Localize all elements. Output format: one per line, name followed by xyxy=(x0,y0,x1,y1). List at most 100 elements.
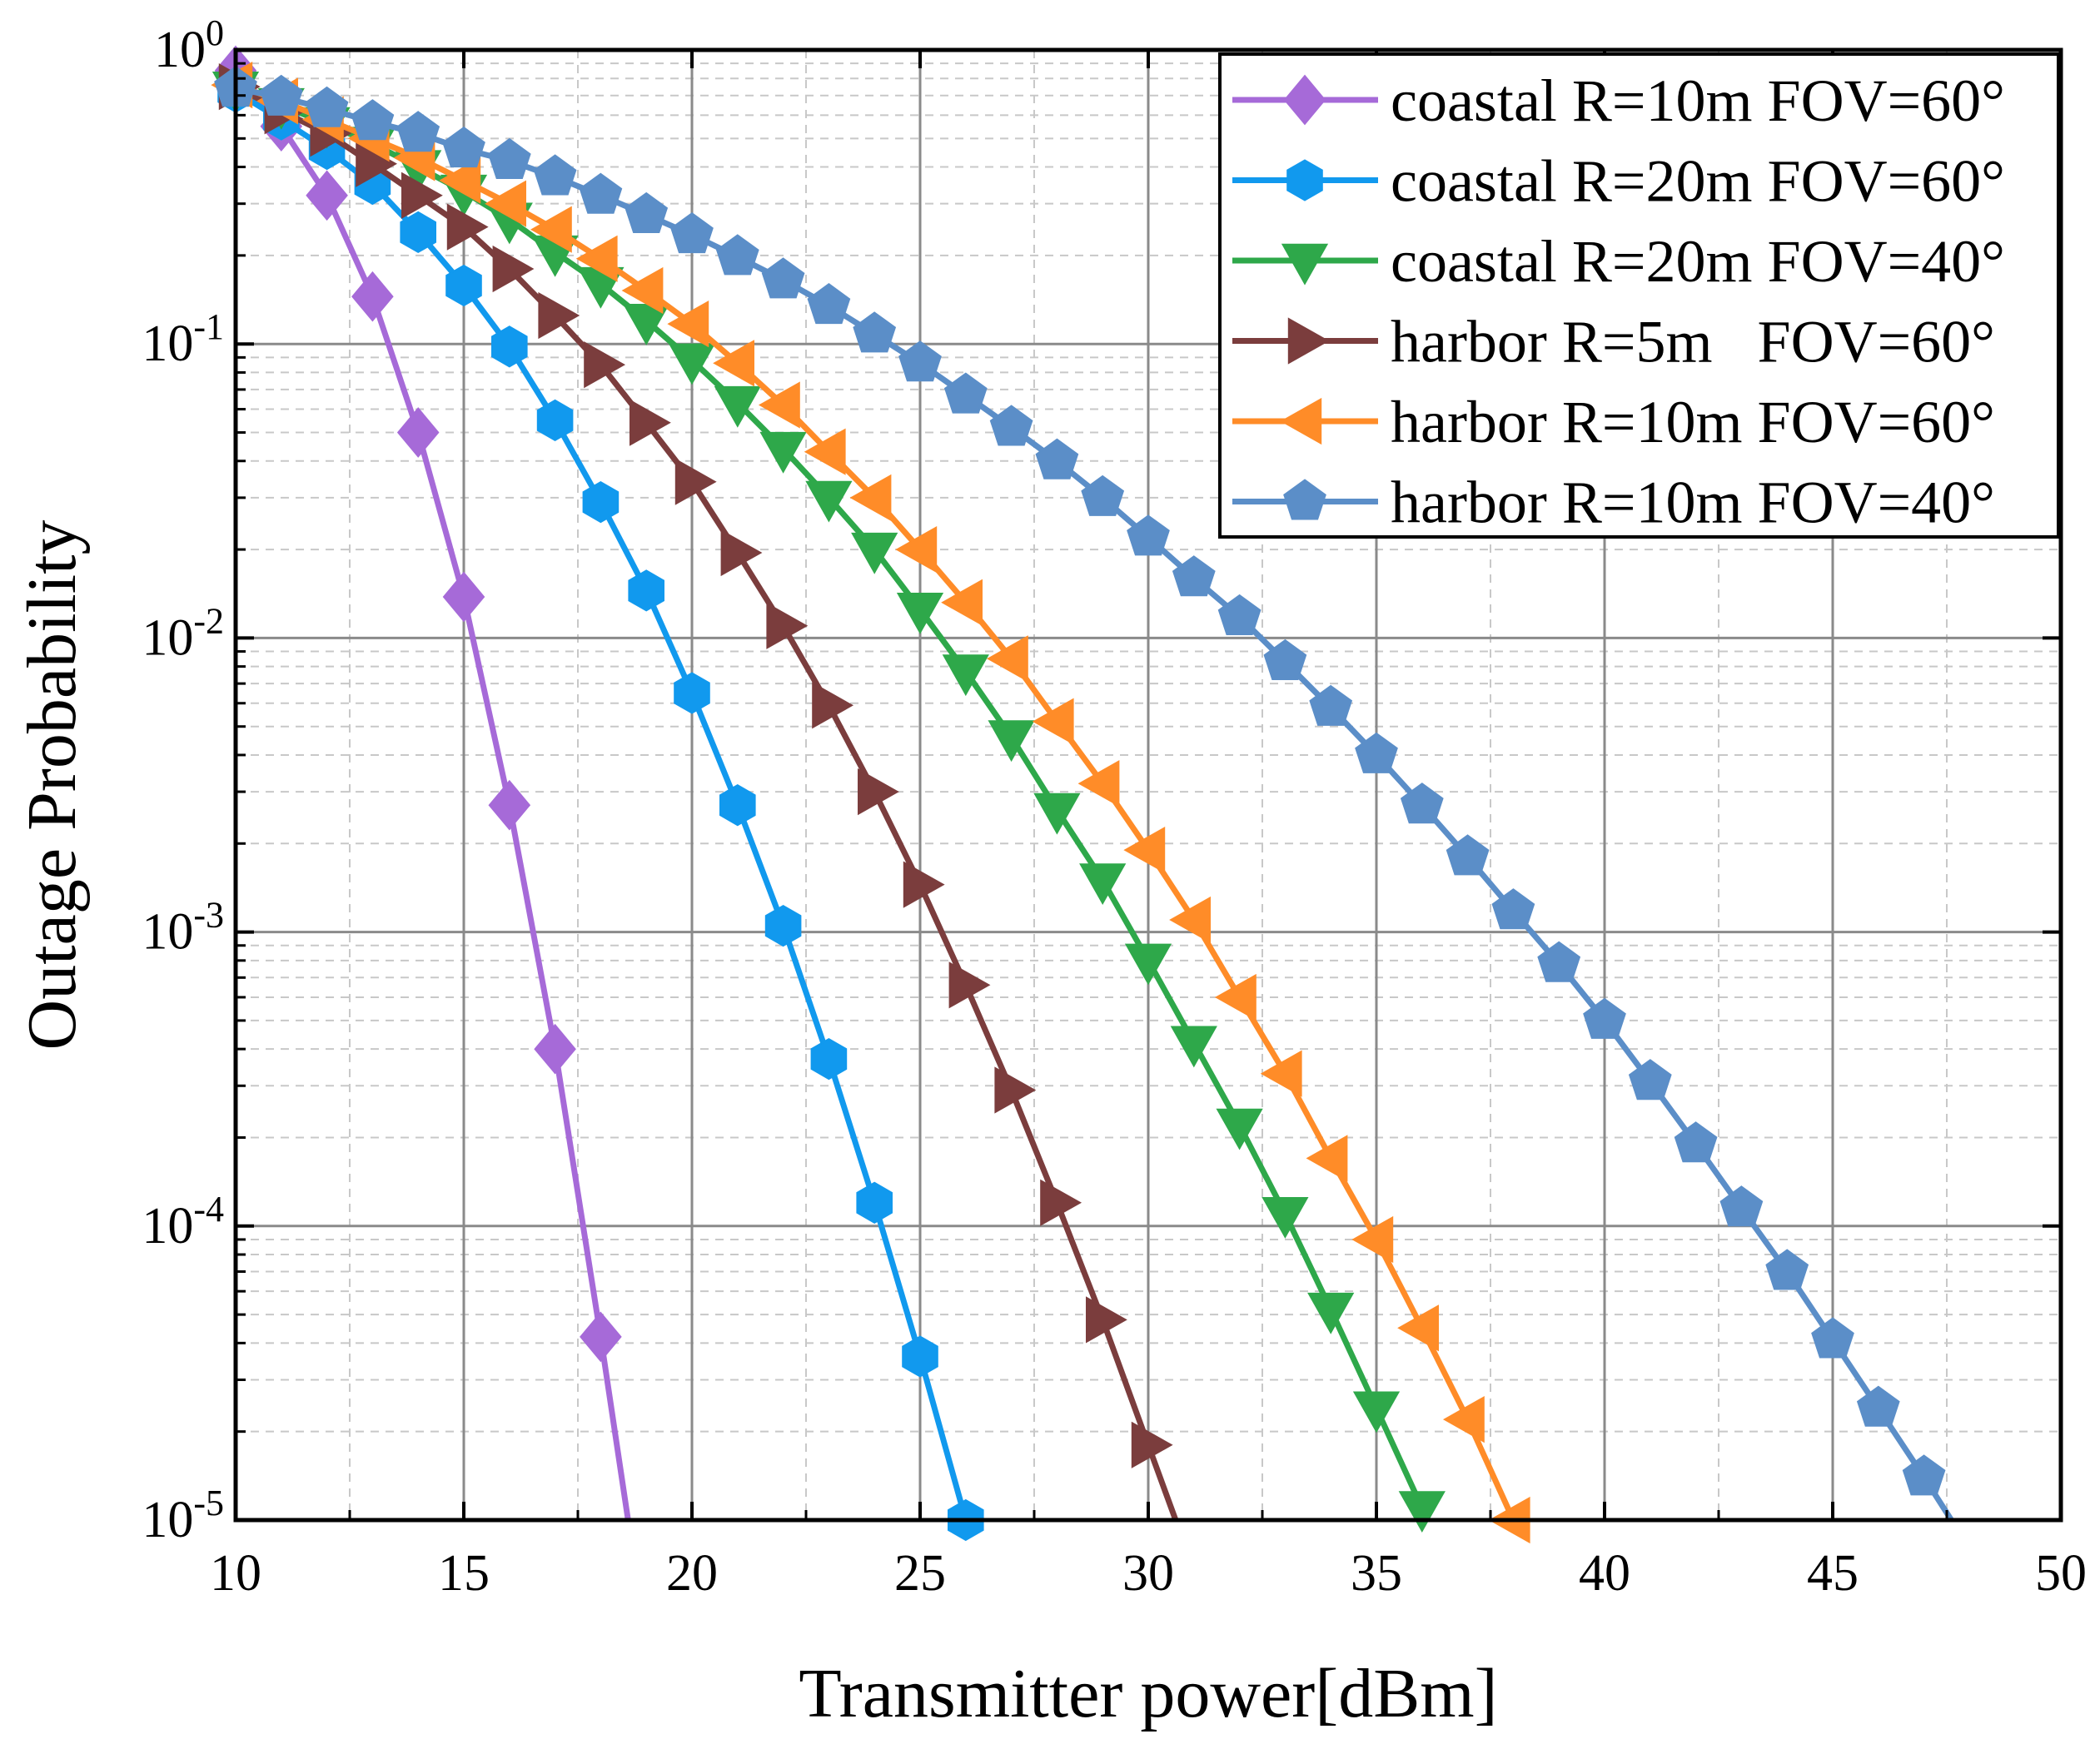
y-tick-label-exponent: -2 xyxy=(193,600,224,641)
data-point xyxy=(758,381,800,429)
x-tick-label: 20 xyxy=(666,1545,718,1602)
data-point xyxy=(1400,783,1444,824)
data-point xyxy=(1170,1026,1217,1068)
data-point xyxy=(625,191,669,233)
data-point xyxy=(988,720,1035,763)
data-point xyxy=(1127,514,1170,556)
series-line xyxy=(233,68,631,1521)
data-point xyxy=(584,340,626,389)
data-point xyxy=(1902,1454,1946,1496)
data-point xyxy=(439,157,481,204)
legend-label: coastal R=20m FOV=60° xyxy=(1391,148,2005,215)
data-point xyxy=(1352,1391,1401,1433)
data-point xyxy=(719,784,756,827)
data-point xyxy=(1398,1491,1446,1533)
data-point xyxy=(670,211,714,254)
data-point xyxy=(804,428,846,475)
data-point xyxy=(668,343,716,385)
y-tick-label: 10-1 xyxy=(142,306,224,372)
y-tick-label: 10-3 xyxy=(142,895,224,961)
data-point xyxy=(764,904,802,947)
x-axis-title: Transmitter power[dBm] xyxy=(799,1655,1497,1732)
x-tick-label: 25 xyxy=(894,1545,946,1602)
legend-marker xyxy=(1283,479,1326,520)
x-tick-label: 35 xyxy=(1351,1545,1402,1602)
legend-label: harbor R=5m FOV=60° xyxy=(1391,309,1995,375)
data-point xyxy=(579,172,623,214)
data-point xyxy=(1856,1385,1900,1427)
legend-marker xyxy=(1280,397,1322,445)
data-point xyxy=(487,137,531,179)
legend-label: harbor R=10m FOV=60° xyxy=(1391,389,1995,455)
series-5 xyxy=(211,61,1530,1544)
data-point xyxy=(1263,638,1307,680)
data-point xyxy=(623,304,670,345)
y-tick-label-base: 10 xyxy=(142,904,193,961)
data-point xyxy=(491,325,528,368)
legend-box xyxy=(1218,52,2060,539)
data-point xyxy=(1123,826,1166,874)
y-tick-label-exponent: -1 xyxy=(193,306,224,347)
data-point xyxy=(1214,973,1257,1021)
data-point xyxy=(1719,1185,1764,1227)
data-point xyxy=(1442,1395,1485,1443)
data-point xyxy=(1811,1317,1854,1359)
x-tick-label: 10 xyxy=(210,1545,261,1602)
data-point xyxy=(674,458,717,505)
data-point xyxy=(720,529,763,577)
x-tick-label: 30 xyxy=(1122,1545,1174,1602)
data-point xyxy=(667,300,709,348)
data-point xyxy=(575,235,618,282)
axis-tick-labels: 10 15 20 25 30 35 40 45 5010010-110-210-310-410-… xyxy=(142,12,2087,1602)
legend-item: coastal R=20m FOV=60° xyxy=(1232,148,2005,215)
series-layer xyxy=(211,45,1954,1544)
data-point xyxy=(994,1066,1037,1114)
data-point xyxy=(903,861,945,908)
data-point xyxy=(853,311,897,353)
data-point xyxy=(351,271,394,322)
data-point xyxy=(1081,474,1125,516)
data-point xyxy=(715,234,759,276)
y-tick-label-base: 10 xyxy=(142,1492,193,1548)
data-point xyxy=(1306,1135,1348,1182)
data-point xyxy=(351,99,395,141)
y-tick-label-base: 10 xyxy=(142,609,193,666)
data-point xyxy=(492,245,535,293)
data-point xyxy=(856,1181,893,1224)
data-point xyxy=(396,407,440,458)
data-point xyxy=(1086,1296,1127,1344)
data-point xyxy=(759,431,807,474)
data-point xyxy=(628,569,664,612)
series-6 xyxy=(214,66,1954,1522)
legend-item: coastal R=10m FOV=60° xyxy=(1232,67,2005,134)
axis-ticks xyxy=(234,48,2063,1522)
data-point xyxy=(1765,1249,1809,1290)
data-point xyxy=(580,1311,622,1363)
y-axis-title: Outage Probability xyxy=(13,520,91,1051)
data-point xyxy=(989,405,1033,446)
data-point xyxy=(530,206,572,253)
y-tick-label: 10-5 xyxy=(142,1483,224,1548)
legend-item: harbor R=10m FOV=60° xyxy=(1232,389,1995,455)
data-point xyxy=(896,593,944,634)
legend-marker xyxy=(1281,243,1329,286)
data-point xyxy=(621,266,664,315)
data-point xyxy=(445,264,482,307)
data-point xyxy=(1033,792,1081,835)
y-tick-label: 10-4 xyxy=(142,1189,224,1255)
legend-label: harbor R=10m FOV=40° xyxy=(1391,470,1995,536)
data-point xyxy=(488,779,531,831)
data-point xyxy=(761,257,805,299)
y-tick-label-exponent: -5 xyxy=(193,1483,224,1523)
data-point xyxy=(858,768,899,816)
data-point xyxy=(766,602,809,649)
data-point xyxy=(986,635,1028,683)
data-point xyxy=(810,1037,848,1081)
data-point xyxy=(305,86,349,127)
data-point xyxy=(630,399,671,446)
data-point xyxy=(1216,1108,1263,1150)
x-tick-label: 40 xyxy=(1579,1545,1630,1602)
data-point xyxy=(536,399,574,442)
data-point xyxy=(941,579,983,626)
